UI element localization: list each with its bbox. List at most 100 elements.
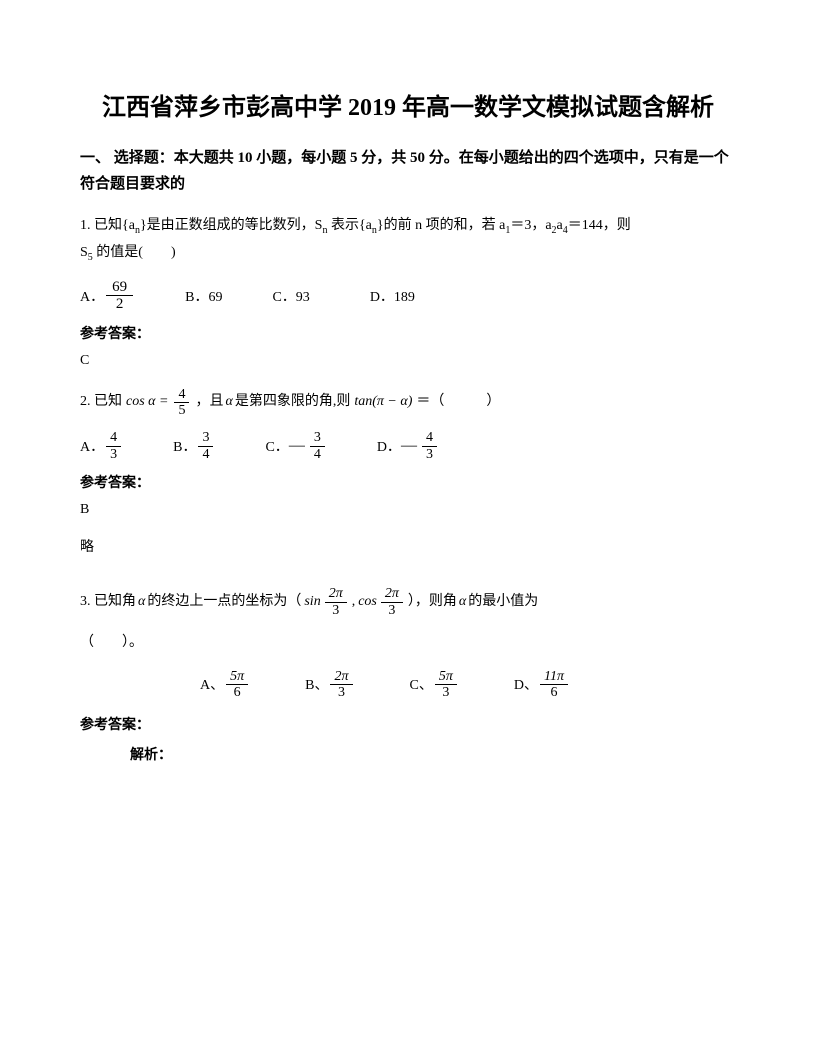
alpha: α	[225, 389, 232, 416]
denominator: 3	[422, 447, 437, 462]
numerator: 3	[310, 430, 325, 446]
numerator: 3	[198, 430, 213, 446]
q1-option-d: D．189	[370, 286, 415, 306]
numerator: 5π	[435, 669, 457, 685]
denominator: 6	[540, 685, 568, 700]
negative-sign: —	[401, 437, 417, 455]
q3-option-b: B、 2π 3	[305, 669, 354, 701]
section-heading: 一、 选择题：本大题共 10 小题，每小题 5 分，共 50 分。在每小题给出的…	[80, 146, 736, 197]
q2-options: A． 4 3 B． 3 4 C． — 3 4 D． — 4 3	[80, 430, 736, 462]
q3-text: 3. 已知角	[80, 589, 136, 616]
q2-option-a: A． 4 3	[80, 430, 123, 462]
q2-answer: B	[80, 502, 736, 518]
fraction: 2π 3	[325, 586, 347, 618]
denominator: 3	[325, 603, 347, 618]
numerator: 11π	[540, 669, 568, 685]
q1-line2: 的值是( )	[93, 245, 176, 260]
q1-text: ＝144，则	[568, 218, 631, 233]
denominator: 4	[310, 447, 325, 462]
q3-option-d: D、 11π 6	[514, 669, 570, 701]
q1-text: 1. 已知{a	[80, 218, 135, 233]
fraction: 2π 3	[381, 586, 403, 618]
denominator: 3	[435, 685, 457, 700]
answer-label: 参考答案：	[80, 323, 736, 343]
question-1: 1. 已知{an}是由正数组成的等比数列，Sn 表示{an}的前 n 项的和，若…	[80, 213, 736, 267]
negative-sign: —	[289, 437, 305, 455]
q3-options: A、 5π 6 B、 2π 3 C、 5π 3 D、 11π 6	[80, 669, 736, 701]
denominator: 3	[330, 685, 352, 700]
numerator: 5π	[226, 669, 248, 685]
fraction: 2π 3	[330, 669, 352, 701]
tan-expr: tan(π − α)	[353, 388, 413, 417]
fraction: 4 5	[174, 387, 189, 419]
q1-options: A． 69 2 B．69 C．93 D．189	[80, 279, 736, 313]
q2-text: ＝（ ）	[416, 389, 500, 416]
fraction: 4 3	[106, 430, 121, 462]
q1-text: }的前 n 项的和，若 a	[377, 218, 505, 233]
fraction: 5π 6	[226, 669, 248, 701]
numerator: 4	[422, 430, 437, 446]
q1-option-b: B．69	[185, 286, 222, 306]
q3-line2: （ ）。	[80, 630, 736, 657]
fraction: 5π 3	[435, 669, 457, 701]
q2-option-b: B． 3 4	[173, 430, 215, 462]
numerator: 2π	[330, 669, 352, 685]
q3-answer: 解析：	[80, 744, 736, 764]
q1-text: 表示{a	[327, 218, 371, 233]
numerator: 4	[174, 387, 189, 403]
denominator: 2	[106, 296, 133, 313]
q3-option-a: A、 5π 6	[200, 669, 250, 701]
q1-option-a: A． 69 2	[80, 279, 135, 313]
option-label: C．	[265, 436, 288, 456]
q3-text: 的最小值为	[468, 589, 538, 616]
cos-label: cos α =	[126, 389, 168, 416]
option-label: B、	[305, 674, 328, 694]
option-label: A．	[80, 286, 104, 306]
q1-line2: S	[80, 245, 88, 260]
q1-text: }是由正数组成的等比数列，S	[140, 218, 323, 233]
q1-option-c: C．93	[272, 286, 309, 306]
q2-text: 是第四象限的角,则	[235, 389, 351, 416]
option-label: D、	[514, 674, 538, 694]
option-label: C、	[410, 674, 433, 694]
cos-label: cos	[358, 589, 377, 616]
numerator: 2π	[325, 586, 347, 602]
alpha: α	[459, 589, 466, 616]
sin-expr: sin 2π 3	[304, 586, 348, 618]
q1-text: ＝3，a	[510, 218, 551, 233]
answer-label: 参考答案：	[80, 714, 736, 734]
q3-option-c: C、 5π 3	[410, 669, 459, 701]
q2-option-c: C． — 3 4	[265, 430, 326, 462]
option-label: B．	[173, 436, 196, 456]
option-label: A．	[80, 436, 104, 456]
fraction: 3 4	[310, 430, 325, 462]
q3-text: 的终边上一点的坐标为（	[147, 589, 301, 616]
page-title: 江西省萍乡市彭高中学 2019 年高一数学文模拟试题含解析	[80, 90, 736, 126]
q2-option-d: D． — 4 3	[377, 430, 439, 462]
numerator: 69	[106, 279, 133, 297]
fraction: 3 4	[198, 430, 213, 462]
cos-expr: cos 2π 3	[358, 586, 405, 618]
question-2: 2. 已知 cos α = 4 5 ，且 α 是第四象限的角,则 tan(π −…	[80, 387, 736, 419]
question-3: 3. 已知角 α 的终边上一点的坐标为（ sin 2π 3 , cos 2π 3…	[80, 586, 736, 618]
denominator: 6	[226, 685, 248, 700]
q1-answer: C	[80, 353, 736, 369]
fraction: 69 2	[106, 279, 133, 313]
numerator: 2π	[381, 586, 403, 602]
denominator: 3	[106, 447, 121, 462]
denominator: 3	[381, 603, 403, 618]
cos-expr: cos α = 4 5	[126, 387, 191, 419]
answer-label: 参考答案：	[80, 472, 736, 492]
denominator: 5	[174, 403, 189, 418]
alpha: α	[138, 589, 145, 616]
fraction: 11π 6	[540, 669, 568, 701]
q2-text: ，且	[195, 389, 223, 416]
numerator: 4	[106, 430, 121, 446]
q2-extra: 略	[80, 536, 736, 556]
q2-text: 2. 已知	[80, 389, 122, 416]
option-label: A、	[200, 674, 224, 694]
sin-label: sin	[304, 589, 320, 616]
comma: ,	[352, 589, 356, 616]
q3-text: ），则角	[408, 589, 457, 616]
fraction: 4 3	[422, 430, 437, 462]
